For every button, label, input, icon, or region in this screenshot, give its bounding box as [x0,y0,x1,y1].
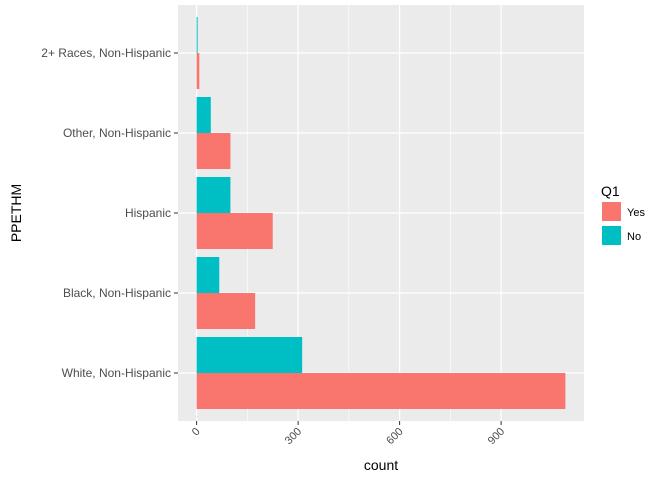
legend-key-yes [602,202,621,221]
legend-key-no [602,226,621,245]
bar-yes-0 [196,53,200,89]
bar-no-2 [196,177,231,213]
bar-no-0 [196,17,198,53]
y-axis-title: PPETHM [8,184,24,242]
y-tick-label: Other, Non-Hispanic [63,126,171,140]
y-tick-label: White, Non-Hispanic [62,366,171,380]
x-tick-label: 0 [190,426,203,439]
x-axis-title: count [364,457,398,473]
y-tick-label: Black, Non-Hispanic [63,286,171,300]
bars [196,17,566,409]
bar-yes-4 [196,373,566,409]
x-tick-label: 300 [283,426,304,447]
x-axis: 0 300 600 900 [190,421,507,447]
bar-no-3 [196,257,220,293]
bar-yes-3 [196,293,256,329]
bar-yes-1 [196,133,231,169]
legend-label-no: No [627,231,641,243]
x-tick-label: 600 [384,426,405,447]
y-tick-label: 2+ Races, Non-Hispanic [41,46,171,60]
y-tick-label: Hispanic [125,206,171,220]
x-tick-label: 900 [486,426,507,447]
legend: Q1 Yes No [601,183,645,245]
bar-yes-2 [196,213,273,249]
bar-no-1 [196,97,211,133]
legend-title: Q1 [601,183,620,199]
legend-label-yes: Yes [627,207,645,219]
y-axis: 2+ Races, Non-Hispanic Other, Non-Hispani… [41,46,178,380]
bar-no-4 [196,337,303,373]
